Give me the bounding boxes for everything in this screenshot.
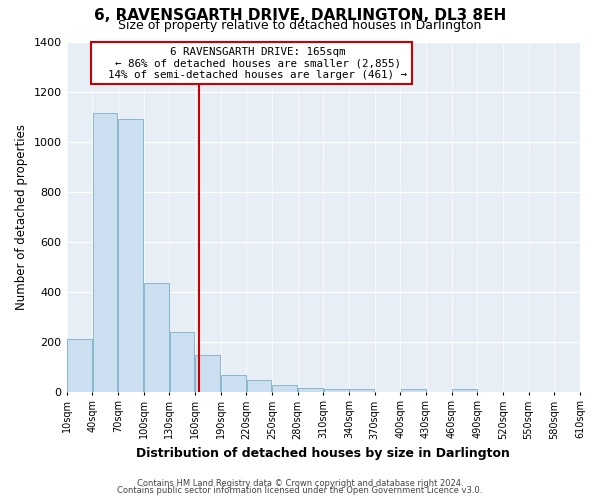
- Bar: [118, 119, 143, 392]
- Bar: [272, 386, 297, 392]
- Bar: [170, 332, 194, 392]
- Bar: [92, 113, 118, 392]
- Bar: [298, 388, 323, 392]
- Y-axis label: Number of detached properties: Number of detached properties: [15, 124, 28, 310]
- Text: Contains HM Land Registry data © Crown copyright and database right 2024.: Contains HM Land Registry data © Crown c…: [137, 478, 463, 488]
- Bar: [401, 389, 425, 392]
- Text: Size of property relative to detached houses in Darlington: Size of property relative to detached ho…: [118, 19, 482, 32]
- Text: 6, RAVENSGARTH DRIVE, DARLINGTON, DL3 8EH: 6, RAVENSGARTH DRIVE, DARLINGTON, DL3 8E…: [94, 8, 506, 22]
- Text: Contains public sector information licensed under the Open Government Licence v3: Contains public sector information licen…: [118, 486, 482, 495]
- Bar: [67, 339, 92, 392]
- Bar: [144, 283, 169, 392]
- Bar: [221, 376, 246, 392]
- Bar: [323, 389, 349, 392]
- Bar: [452, 389, 477, 392]
- X-axis label: Distribution of detached houses by size in Darlington: Distribution of detached houses by size …: [136, 447, 510, 460]
- Bar: [196, 356, 220, 392]
- Bar: [349, 389, 374, 392]
- Text: 6 RAVENSGARTH DRIVE: 165sqm
  ← 86% of detached houses are smaller (2,855)
  14%: 6 RAVENSGARTH DRIVE: 165sqm ← 86% of det…: [95, 47, 407, 80]
- Bar: [247, 380, 271, 392]
